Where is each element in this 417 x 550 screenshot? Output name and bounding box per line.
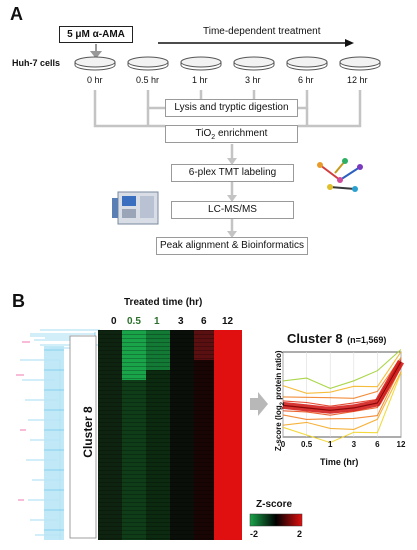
- lysis-step-box: Lysis and tryptic digestion: [165, 99, 298, 117]
- dendrogram-block: [44, 346, 64, 540]
- tio2-label-main: TiO: [195, 128, 212, 139]
- chart-x-tick-label: 6: [375, 440, 380, 449]
- colorbar-max-label: 2: [297, 529, 303, 539]
- chart-member-line: [282, 349, 402, 389]
- timepoint-label: 0 hr: [87, 75, 103, 85]
- chart-x-tick-label: 12: [396, 440, 406, 449]
- heatmap-column: [214, 330, 242, 540]
- timepoint-label: 3 hr: [245, 75, 261, 85]
- colorbar-title: Z-score: [256, 499, 293, 510]
- chart-ylabel-sub: 2: [279, 402, 286, 406]
- flow-arrowheads: [227, 158, 237, 238]
- tio2-label-sub: 2: [211, 134, 216, 141]
- chart-xlabel: Time (hr): [320, 457, 359, 467]
- heatmap-column-label: 0: [111, 316, 117, 327]
- timepoint-label: 1 hr: [192, 75, 208, 85]
- petri-dishes: [74, 56, 381, 71]
- tmt-step-box: 6-plex TMT labeling: [171, 164, 294, 182]
- line-chart: [282, 349, 405, 444]
- colorbar-min-label: -2: [250, 529, 259, 539]
- transition-arrow: [250, 392, 268, 416]
- treatment-arrow: [89, 44, 103, 59]
- cell-label: Huh-7 cells: [12, 58, 61, 68]
- petri-dish: [286, 56, 328, 71]
- treated-time-title: Treated time (hr): [124, 297, 203, 308]
- tio2-step-box: TiO2 enrichment: [165, 125, 298, 143]
- cluster-chart-title: Cluster 8 (n=1,569): [287, 330, 386, 348]
- chart-member-line: [282, 371, 402, 430]
- timepoint-label: 6 hr: [298, 75, 314, 85]
- tmt-step-label: 6-plex TMT labeling: [188, 167, 277, 178]
- chart-x-tick-label: 0.5: [301, 440, 313, 449]
- mass-spectrometer-icon: [112, 191, 159, 225]
- peak-step-label: Peak alignment & Bioinformatics: [160, 240, 304, 251]
- lcms-step-label: LC-MS/MS: [208, 204, 257, 215]
- time-arrow-head: [345, 39, 354, 47]
- timepoint-label: 0.5 hr: [136, 75, 160, 85]
- petri-dish: [339, 56, 381, 71]
- dendrogram-fine-lines: [44, 349, 64, 531]
- lcms-step-box: LC-MS/MS: [171, 201, 294, 219]
- chart-member-line: [282, 357, 402, 399]
- chart-title-text: Cluster 8: [287, 331, 343, 346]
- petri-dish: [180, 56, 222, 71]
- heatmap-column-label: 0.5: [127, 316, 141, 327]
- chart-x-tick-label: 0: [280, 440, 286, 449]
- cluster-label: Cluster 8: [81, 406, 95, 458]
- chart-x-tick-label: 3: [351, 440, 357, 449]
- zscore-colorbar: [249, 513, 303, 527]
- heatmap-row-texture: [98, 330, 214, 540]
- panel-a-letter: A: [10, 4, 23, 24]
- flow-connectors: [93, 90, 362, 233]
- heatmap-column-label: 12: [222, 316, 234, 327]
- heatmap: [98, 330, 242, 540]
- timepoint-label: 12 hr: [347, 75, 368, 85]
- dendrogram-pink-marks: [16, 341, 30, 501]
- peak-step-box: Peak alignment & Bioinformatics: [156, 237, 308, 255]
- chart-x-tick-label: 1: [327, 440, 333, 449]
- cluster-bracket: [69, 335, 97, 539]
- lysis-step-label: Lysis and tryptic digestion: [174, 102, 289, 113]
- heatmap-column-label: 3: [178, 316, 184, 327]
- chart-series-line: [282, 361, 402, 411]
- chart-subtitle-text: (n=1,569): [347, 335, 387, 345]
- panel-b-letter: B: [12, 291, 25, 311]
- chart-member-line: [282, 372, 402, 444]
- heatmap-column-label: 6: [201, 316, 207, 327]
- chart-member-line: [282, 351, 402, 394]
- petri-dish: [127, 56, 169, 71]
- treatment-label: 5 μM α-AMA: [67, 29, 125, 40]
- chart-ylabel-end: protein ratio): [274, 350, 284, 403]
- treatment-box: 5 μM α-AMA: [59, 26, 133, 43]
- time-treatment-label: Time-dependent treatment: [203, 26, 321, 37]
- petri-dish: [74, 56, 116, 71]
- tio2-label-rest: enrichment: [215, 128, 268, 139]
- heatmap-column-label: 1: [154, 316, 160, 327]
- chart-member-line: [282, 366, 402, 420]
- peptide-molecules-icon: [317, 158, 363, 192]
- petri-dish: [233, 56, 275, 71]
